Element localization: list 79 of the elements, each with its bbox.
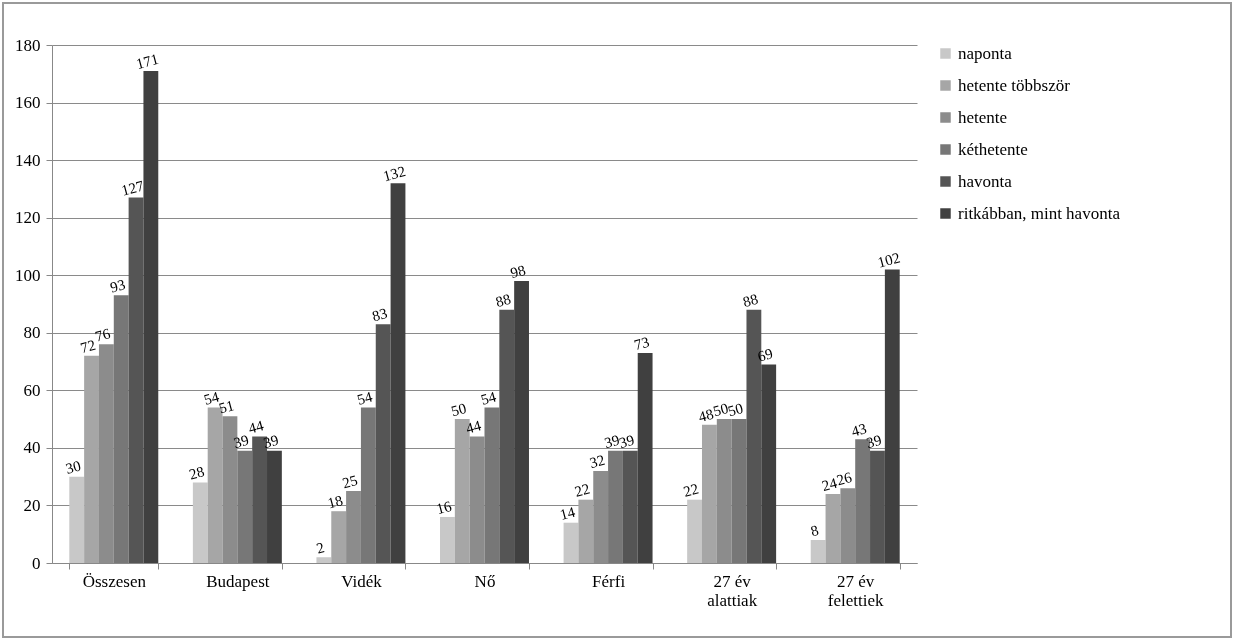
data-label: 54 bbox=[355, 388, 375, 408]
bar bbox=[514, 280, 529, 563]
y-tick-label: 0 bbox=[32, 553, 41, 573]
data-label: 83 bbox=[370, 305, 389, 325]
data-label: 69 bbox=[755, 345, 775, 365]
data-label: 16 bbox=[434, 497, 454, 518]
bar bbox=[316, 557, 332, 563]
bar bbox=[390, 183, 406, 563]
y-tick-label: 20 bbox=[23, 495, 41, 515]
bar bbox=[622, 450, 638, 563]
legend-label: naponta bbox=[958, 43, 1013, 63]
y-tick-label: 180 bbox=[15, 35, 41, 55]
bar bbox=[578, 499, 594, 563]
legend-label: kéthetente bbox=[958, 139, 1028, 159]
data-label: 22 bbox=[681, 480, 701, 500]
data-label: 8 bbox=[808, 521, 821, 540]
y-tick-label: 160 bbox=[15, 93, 41, 113]
data-label: 2 bbox=[314, 539, 326, 557]
bar bbox=[687, 499, 702, 563]
bar bbox=[608, 450, 623, 563]
data-label: 18 bbox=[325, 492, 345, 512]
x-tick-label: Budapest bbox=[206, 571, 270, 591]
bar bbox=[701, 424, 717, 563]
legend-label: havonta bbox=[958, 171, 1013, 191]
bar bbox=[192, 482, 208, 563]
bar bbox=[360, 407, 376, 563]
y-tick-label: 40 bbox=[23, 438, 41, 458]
legend-label: ritkábban, mint havonta bbox=[958, 203, 1121, 223]
data-label: 88 bbox=[741, 290, 760, 311]
bar bbox=[237, 450, 253, 563]
bar bbox=[884, 269, 900, 563]
x-tick-label: Vidék bbox=[341, 571, 383, 591]
data-label: 25 bbox=[340, 471, 360, 492]
data-label: 44 bbox=[464, 417, 484, 437]
bar bbox=[375, 324, 391, 563]
bar bbox=[731, 419, 747, 563]
bar bbox=[761, 364, 777, 563]
data-label: 22 bbox=[572, 480, 592, 500]
x-tick-label: Férfi bbox=[592, 571, 626, 591]
bar bbox=[84, 355, 99, 563]
bar bbox=[810, 539, 826, 563]
y-tick-label: 80 bbox=[23, 323, 41, 343]
bar bbox=[499, 309, 515, 563]
data-label: 171 bbox=[134, 50, 161, 73]
bar bbox=[637, 352, 653, 563]
data-label: 127 bbox=[119, 177, 146, 199]
legend-label: hetente többször bbox=[958, 75, 1071, 95]
data-label: 14 bbox=[558, 503, 578, 523]
y-tick-label: 60 bbox=[23, 380, 41, 400]
x-tick-label: 27 év alattiak bbox=[707, 571, 758, 610]
bar bbox=[825, 493, 841, 563]
data-label: 102 bbox=[875, 249, 902, 271]
x-tick-label: 27 év felettiek bbox=[827, 571, 885, 610]
data-label: 93 bbox=[108, 276, 127, 296]
data-label: 98 bbox=[508, 261, 528, 282]
bar bbox=[440, 516, 455, 563]
legend-label: hetente bbox=[958, 107, 1008, 127]
data-label: 30 bbox=[63, 457, 83, 477]
data-label: 73 bbox=[632, 333, 651, 354]
bar bbox=[870, 450, 885, 563]
data-label: 54 bbox=[479, 388, 499, 408]
bar bbox=[143, 70, 159, 563]
y-tick-label: 140 bbox=[15, 150, 41, 170]
bar bbox=[128, 197, 144, 563]
x-tick-label: Nő bbox=[474, 571, 496, 591]
bar bbox=[69, 476, 85, 563]
x-tick-label: Összesen bbox=[82, 571, 147, 591]
bar bbox=[331, 511, 347, 563]
bar bbox=[267, 450, 282, 563]
bar bbox=[113, 295, 129, 563]
data-label: 50 bbox=[449, 400, 469, 420]
y-tick-label: 100 bbox=[15, 265, 41, 285]
bar bbox=[563, 522, 579, 563]
data-label: 132 bbox=[381, 163, 408, 185]
data-label: 88 bbox=[493, 290, 513, 311]
bar bbox=[484, 407, 500, 563]
data-label: 28 bbox=[187, 463, 207, 483]
data-label: 32 bbox=[587, 451, 607, 472]
y-tick-label: 120 bbox=[15, 208, 41, 228]
